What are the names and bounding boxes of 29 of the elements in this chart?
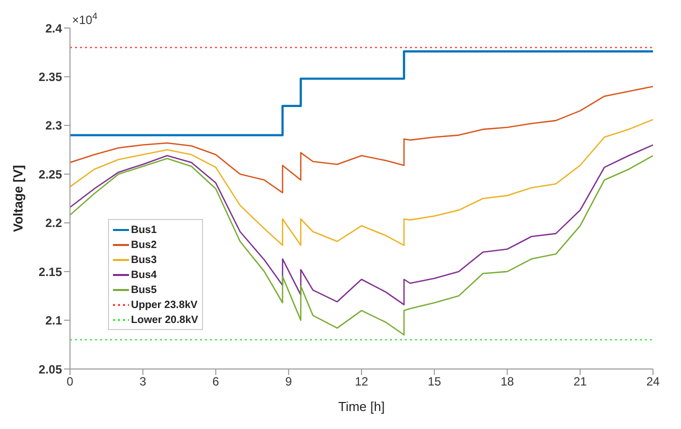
y-tick-label: 2.1	[45, 314, 62, 328]
legend-label: Upper 23.8kV	[131, 298, 198, 310]
x-tick-label: 6	[212, 374, 220, 389]
legend-label: Bus3	[131, 254, 157, 266]
text: ×10$^{4}$	[72, 11, 98, 27]
y-tick-label: 2.3	[45, 118, 62, 133]
y-tick-label: 2.15	[38, 264, 62, 279]
legend-label: Lower 20.8kV	[131, 314, 198, 326]
legend-label: Bus5	[131, 284, 157, 296]
x-tick-label: 18	[500, 374, 514, 389]
x-tick-label: 9	[285, 374, 292, 389]
x-tick-label: 3	[140, 374, 147, 389]
x-tick-label: 21	[573, 374, 588, 389]
y-tick-label: 2.05	[38, 362, 62, 376]
y-tick-label: 2.25	[38, 167, 62, 182]
y-tick-label: 2.35	[38, 70, 62, 84]
x-tick-label: 24	[646, 374, 660, 389]
x-tick-label: 0	[66, 374, 74, 389]
y-tick-label: 2.4	[45, 21, 62, 36]
legend-label: Bus4	[131, 268, 157, 280]
x-tick-label: 12	[354, 374, 368, 389]
x-axis-title: Time [h]	[338, 399, 385, 414]
legend-label: Bus2	[131, 238, 157, 250]
y-tick-label: 2.2	[45, 216, 62, 230]
y-axis-title: Voltage [V]	[10, 165, 26, 232]
x-tick-label: 15	[428, 374, 442, 389]
legend-label: Bus1	[131, 224, 157, 236]
line-series	[70, 154, 653, 336]
line-series	[70, 86, 653, 194]
